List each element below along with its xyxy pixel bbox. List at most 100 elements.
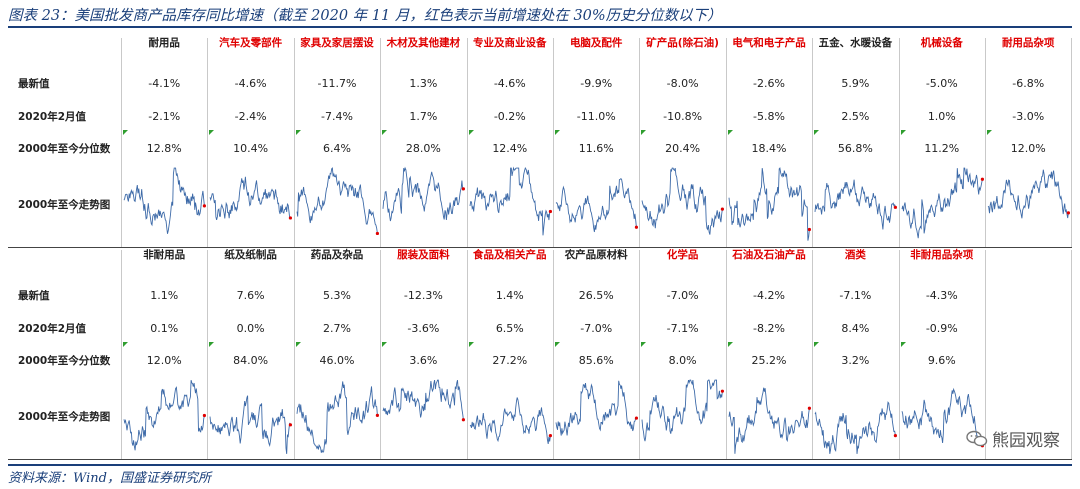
comment-flag-icon <box>641 342 647 347</box>
column-divider <box>207 250 209 460</box>
sparkline-latest-point <box>721 389 725 393</box>
comment-flag-icon <box>814 130 820 135</box>
trend-sparkline <box>296 167 379 236</box>
column-divider <box>639 250 641 460</box>
column-header: 药品及杂品 <box>310 249 364 261</box>
comment-flag-icon <box>727 130 733 135</box>
column-divider <box>553 38 554 248</box>
cell-value-latest: -11.7% <box>317 77 357 90</box>
column-header: 电气和电子产品 <box>732 37 806 49</box>
wechat-icon <box>966 430 988 446</box>
comment-flag-icon <box>987 130 992 135</box>
table-bottom-rule <box>8 247 1072 248</box>
comment-flag-icon <box>555 342 560 347</box>
figure-title: 图表 23：美国批发商产品库存同比增速（截至 2020 年 11 月，红色表示当… <box>8 8 722 24</box>
column-header: 木材及其他建材 <box>386 37 461 49</box>
column-divider <box>725 38 727 248</box>
sparkline-series <box>814 179 897 230</box>
sparkline-series <box>469 166 551 236</box>
column-divider <box>466 250 468 460</box>
sparkline-series <box>728 387 810 454</box>
sparkline-latest-point <box>375 231 379 236</box>
data-table-area: 最新值 2020年2月值 2000年至今分位数 2000年至今走势图 耐用品 -4.1% -… <box>8 34 1073 460</box>
trend-sparkline <box>555 380 638 436</box>
cell-value-feb2020: 2.5% <box>841 110 870 123</box>
column-divider <box>725 250 727 460</box>
column-divider <box>207 38 209 248</box>
cell-value-percentile: 11.2% <box>924 142 960 155</box>
cell-value-latest: 7.6% <box>236 289 265 302</box>
column-header: 纸及纸制品 <box>224 249 277 261</box>
cell-value-latest: 5.3% <box>323 289 351 302</box>
cell-value-percentile: 9.6% <box>927 354 956 367</box>
column-header: 服装及面料 <box>397 249 450 261</box>
trend-sparkline <box>123 379 206 451</box>
cell-value-percentile: 10.4% <box>233 142 269 155</box>
cell-value-feb2020: -7.4% <box>321 110 353 123</box>
sparkline-latest-point <box>202 413 206 418</box>
cell-value-percentile: 56.8% <box>837 142 873 155</box>
trend-sparkline <box>641 379 725 442</box>
sparkline-series <box>555 177 637 233</box>
comment-flag-icon <box>727 342 733 347</box>
cell-value-feb2020: -10.8% <box>663 110 703 123</box>
column-divider <box>812 38 814 248</box>
trend-sparkline <box>469 397 552 444</box>
cell-value-feb2020: -3.6% <box>407 322 440 335</box>
row-label: 2000年至今走势图 <box>18 411 111 423</box>
cell-value-latest: -5.0% <box>925 77 958 90</box>
cell-value-percentile: 18.4% <box>751 142 787 155</box>
cell-value-latest: -2.6% <box>753 77 785 90</box>
sparkline-series <box>814 401 897 454</box>
trend-sparkline <box>641 167 725 235</box>
sparkline-latest-point <box>461 187 466 191</box>
sparkline-latest-point <box>1066 211 1070 215</box>
column-header: 食品及相关产品 <box>473 249 547 261</box>
cell-value-feb2020: 0.1% <box>150 322 179 335</box>
comment-flag-icon <box>641 130 647 135</box>
trend-sparkline <box>555 177 638 233</box>
cell-value-latest: -7.1% <box>839 289 872 302</box>
row-label: 2000年至今分位数 <box>18 143 111 155</box>
table-bottom-rule <box>8 459 1072 460</box>
comment-flag-icon <box>295 342 301 347</box>
cell-value-feb2020: -7.1% <box>666 322 699 335</box>
sparkline-series <box>296 167 378 234</box>
column-header: 机械设备 <box>920 37 963 49</box>
trend-sparkline <box>382 379 466 422</box>
cell-value-latest: 1.3% <box>409 77 438 90</box>
sparkline-series <box>901 167 983 239</box>
column-header: 矿产品(除石油) <box>646 37 719 49</box>
sparkline-series <box>641 167 724 235</box>
cell-value-latest: -4.3% <box>925 289 958 302</box>
cell-value-percentile: 84.0% <box>233 354 269 367</box>
sparkline-latest-point <box>289 423 293 427</box>
sparkline-series <box>123 167 205 234</box>
comment-flag-icon <box>123 342 128 347</box>
cell-value-latest: 1.4% <box>495 289 524 302</box>
sparkline-series <box>382 379 465 420</box>
column-header: 非耐用品杂项 <box>910 249 974 261</box>
cell-value-feb2020: 1.0% <box>927 110 956 123</box>
sparkline-latest-point <box>289 216 293 220</box>
comment-flag-icon <box>382 342 388 347</box>
sparkline-series <box>641 379 724 442</box>
column-divider <box>985 250 986 460</box>
cell-value-percentile: 27.2% <box>492 354 528 367</box>
footer-rule <box>8 464 1072 466</box>
watermark: 熊园观察 <box>966 426 1060 451</box>
column-header: 非耐用品 <box>143 249 186 261</box>
sparkline-latest-point <box>634 225 638 229</box>
sparkline-latest-point <box>893 434 898 438</box>
cell-value-feb2020: 1.7% <box>409 110 438 123</box>
cell-value-latest: -9.9% <box>580 77 613 90</box>
comment-flag-icon <box>468 342 474 347</box>
cell-value-latest: 26.5% <box>578 289 614 302</box>
column-divider <box>380 250 382 460</box>
sparkline-latest-point <box>807 406 811 410</box>
cell-value-percentile: 28.0% <box>405 142 441 155</box>
column-header: 耐用品 <box>148 37 180 49</box>
trend-sparkline <box>382 166 466 222</box>
column-header: 专业及商业设备 <box>473 37 547 49</box>
cell-value-percentile: 3.2% <box>841 354 870 367</box>
